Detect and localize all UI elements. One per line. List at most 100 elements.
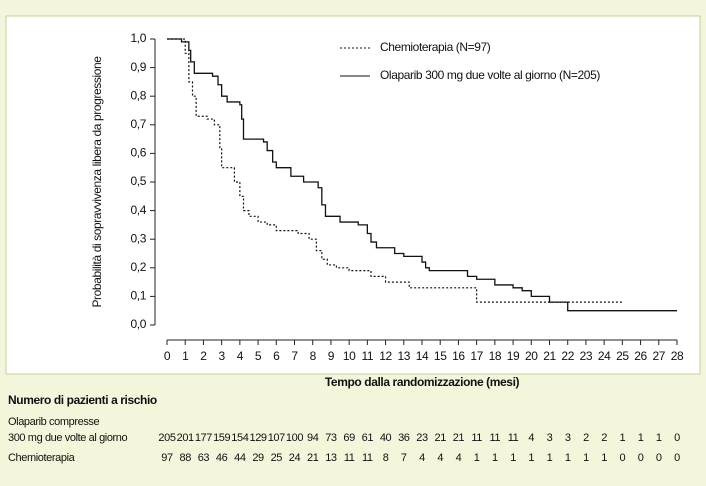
x-tick-label: 26	[634, 349, 647, 363]
risk-value: 8	[383, 452, 389, 464]
risk-row-label: Chemioterapia	[8, 452, 76, 464]
y-tick-label: 0,2	[131, 260, 147, 274]
legend-label: Olaparib 300 mg due volte al giorno (N=2…	[380, 68, 600, 82]
risk-value: 2	[601, 432, 607, 444]
y-tick-label: 0,9	[131, 60, 147, 74]
risk-value: 1	[474, 452, 480, 464]
x-tick-label: 2	[200, 349, 207, 363]
x-tick-label: 11	[362, 349, 374, 363]
risk-value: 11	[508, 432, 519, 444]
x-tick-label: 1	[182, 349, 189, 363]
x-tick-label: 27	[653, 349, 666, 363]
risk-value: 177	[195, 432, 212, 444]
risk-value: 11	[362, 452, 373, 464]
risk-value: 21	[453, 432, 465, 444]
risk-value: 0	[674, 432, 680, 444]
y-tick-label: 0,8	[131, 88, 147, 102]
x-tick-label: 12	[379, 349, 392, 363]
x-tick-label: 13	[398, 349, 411, 363]
risk-value: 100	[286, 432, 303, 444]
x-tick-label: 8	[310, 349, 317, 363]
risk-value: 107	[268, 432, 285, 444]
x-tick-label: 25	[616, 349, 629, 363]
risk-value: 23	[416, 432, 428, 444]
risk-value: 4	[528, 432, 534, 444]
risk-value: 46	[216, 452, 228, 464]
risk-value: 13	[325, 452, 337, 464]
risk-value: 0	[656, 452, 662, 464]
x-tick-label: 14	[416, 349, 429, 363]
risk-value: 11	[344, 452, 355, 464]
y-tick-label: 0,1	[131, 289, 147, 303]
y-tick-label: 0,0	[131, 317, 147, 331]
risk-value: 73	[325, 432, 337, 444]
risk-value: 11	[471, 432, 482, 444]
risk-value: 25	[271, 452, 283, 464]
risk-value: 29	[252, 452, 264, 464]
risk-value: 1	[565, 452, 571, 464]
x-tick-label: 16	[452, 349, 465, 363]
y-tick-label: 0,4	[131, 203, 147, 217]
risk-value: 1	[638, 432, 644, 444]
x-tick-label: 3	[219, 349, 226, 363]
risk-value: 61	[362, 432, 374, 444]
x-tick-label: 5	[255, 349, 262, 363]
y-axis-label: Probabilità di sopravvivenza libera da p…	[90, 56, 104, 308]
risk-value: 21	[307, 452, 319, 464]
risk-value: 1	[619, 432, 625, 444]
x-tick-label: 4	[237, 349, 244, 363]
risk-value: 2	[583, 432, 589, 444]
km-curve	[167, 38, 677, 312]
risk-value: 159	[213, 432, 230, 444]
risk-value: 24	[289, 452, 301, 464]
x-tick-label: 15	[434, 349, 447, 363]
risk-value: 1	[547, 452, 553, 464]
risk-value: 1	[510, 452, 516, 464]
risk-value: 40	[380, 432, 392, 444]
risk-value: 205	[158, 432, 175, 444]
risk-value: 154	[231, 432, 248, 444]
y-tick-label: 0,3	[131, 231, 147, 245]
km-curve	[167, 38, 623, 303]
risk-value: 3	[565, 432, 571, 444]
x-axis-label: Tempo dalla randomizzazione (mesi)	[325, 375, 520, 389]
risk-value: 94	[307, 432, 319, 444]
risk-value: 1	[528, 452, 534, 464]
risk-value: 201	[177, 432, 194, 444]
risk-value: 1	[656, 432, 662, 444]
x-tick-label: 17	[470, 349, 483, 363]
y-tick-label: 0,6	[131, 146, 147, 160]
x-tick-label: 21	[543, 349, 556, 363]
x-tick-label: 22	[561, 349, 574, 363]
risk-value: 7	[401, 452, 407, 464]
risk-value: 0	[674, 452, 680, 464]
risk-value: 11	[490, 432, 501, 444]
x-tick-label: 0	[164, 349, 171, 363]
risk-value: 36	[398, 432, 410, 444]
risk-value: 1	[492, 452, 498, 464]
risk-value: 3	[547, 432, 553, 444]
risk-value: 0	[638, 452, 644, 464]
risk-value: 88	[179, 452, 191, 464]
y-tick-label: 1,0	[131, 31, 147, 45]
risk-table-title: Numero di pazienti a rischio	[8, 393, 157, 407]
risk-value: 1	[601, 452, 607, 464]
risk-value: 63	[198, 452, 210, 464]
risk-row-label: Olaparib compresse	[8, 416, 100, 428]
y-tick-label: 0,7	[131, 117, 147, 131]
x-tick-label: 23	[580, 349, 593, 363]
risk-value: 44	[234, 452, 246, 464]
x-tick-label: 10	[343, 349, 356, 363]
x-tick-label: 9	[328, 349, 335, 363]
x-tick-label: 7	[291, 349, 298, 363]
x-tick-label: 20	[525, 349, 538, 363]
risk-value: 4	[437, 452, 443, 464]
risk-value: 129	[249, 432, 266, 444]
x-tick-label: 6	[273, 349, 280, 363]
x-tick-label: 19	[507, 349, 520, 363]
x-tick-label: 28	[671, 349, 684, 363]
risk-row-label: 300 mg due volte al giorno	[8, 432, 128, 444]
risk-value: 4	[456, 452, 462, 464]
risk-value: 4	[419, 452, 425, 464]
